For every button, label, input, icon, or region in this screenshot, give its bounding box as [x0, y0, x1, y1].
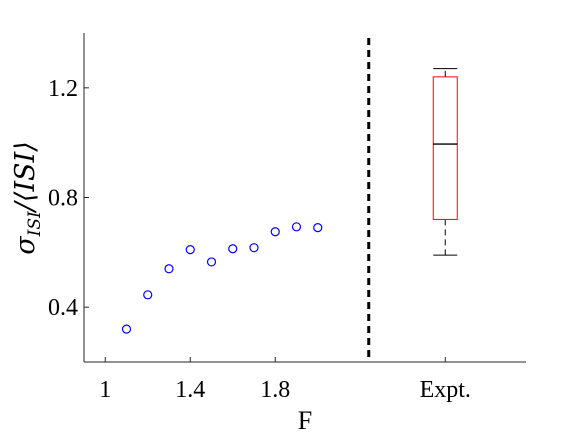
x-axis-label: F	[298, 406, 312, 435]
x-tick-label: Expt.	[420, 377, 471, 403]
boxplot	[432, 68, 458, 256]
points-layer	[121, 222, 323, 334]
y-tick-label: 0.8	[48, 186, 78, 212]
x-tick-label: 1	[99, 377, 111, 403]
y-axis-label-subscript: ISI	[25, 211, 45, 237]
data-point	[228, 244, 238, 254]
data-point	[313, 223, 323, 233]
data-point	[249, 243, 259, 253]
data-point	[185, 244, 195, 255]
y-tick-label: 0.4	[48, 295, 78, 321]
box	[432, 76, 458, 220]
y-axis-label-rest: /⟨ISI⟩	[10, 141, 41, 214]
data-point	[143, 290, 153, 300]
ticks-layer: 0.4 0.8 1.2 1 1.4 1.8 Expt.	[48, 76, 471, 403]
data-point	[164, 264, 174, 274]
data-point	[206, 257, 217, 267]
y-tick-label: 1.2	[48, 76, 78, 102]
data-point	[291, 222, 302, 232]
x-tick-label: 1.8	[260, 377, 290, 403]
data-point	[121, 324, 132, 334]
y-axis-label: σISI/⟨ISI⟩	[10, 141, 45, 255]
y-axis-label-sigma: σ	[10, 235, 41, 255]
data-point	[270, 227, 280, 237]
axes	[83, 33, 526, 363]
x-tick-label: 1.4	[175, 377, 205, 403]
